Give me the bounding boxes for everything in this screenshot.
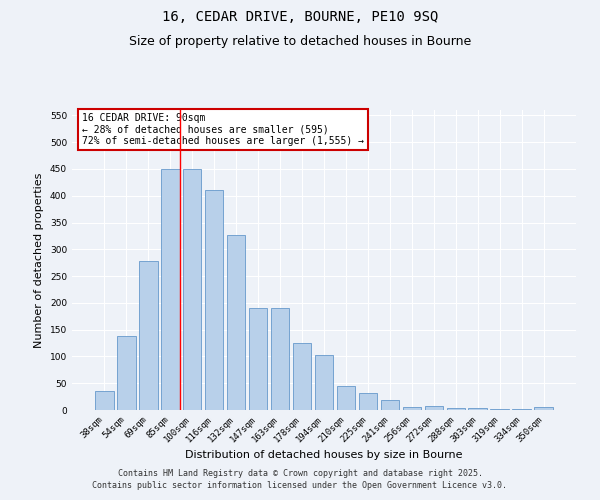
Bar <box>183 169 202 410</box>
Bar <box>469 408 487 410</box>
Bar <box>161 169 179 410</box>
Bar <box>139 261 158 410</box>
Bar <box>249 308 268 410</box>
Y-axis label: Number of detached properties: Number of detached properties <box>34 172 44 348</box>
Bar <box>403 407 421 410</box>
Bar <box>446 408 465 410</box>
Text: Contains HM Land Registry data © Crown copyright and database right 2025.
Contai: Contains HM Land Registry data © Crown c… <box>92 469 508 490</box>
Bar <box>271 308 289 410</box>
Bar <box>380 400 399 410</box>
Bar <box>293 343 311 410</box>
Bar <box>359 393 377 410</box>
Bar <box>95 391 113 410</box>
Bar <box>425 406 443 410</box>
Bar <box>314 355 334 410</box>
Text: 16 CEDAR DRIVE: 90sqm
← 28% of detached houses are smaller (595)
72% of semi-det: 16 CEDAR DRIVE: 90sqm ← 28% of detached … <box>82 113 364 146</box>
Bar <box>117 336 136 410</box>
Text: 16, CEDAR DRIVE, BOURNE, PE10 9SQ: 16, CEDAR DRIVE, BOURNE, PE10 9SQ <box>162 10 438 24</box>
Bar <box>512 409 531 410</box>
Bar <box>337 386 355 410</box>
X-axis label: Distribution of detached houses by size in Bourne: Distribution of detached houses by size … <box>185 450 463 460</box>
Bar <box>227 235 245 410</box>
Bar <box>205 190 223 410</box>
Text: Size of property relative to detached houses in Bourne: Size of property relative to detached ho… <box>129 35 471 48</box>
Bar <box>535 408 553 410</box>
Bar <box>490 409 509 410</box>
